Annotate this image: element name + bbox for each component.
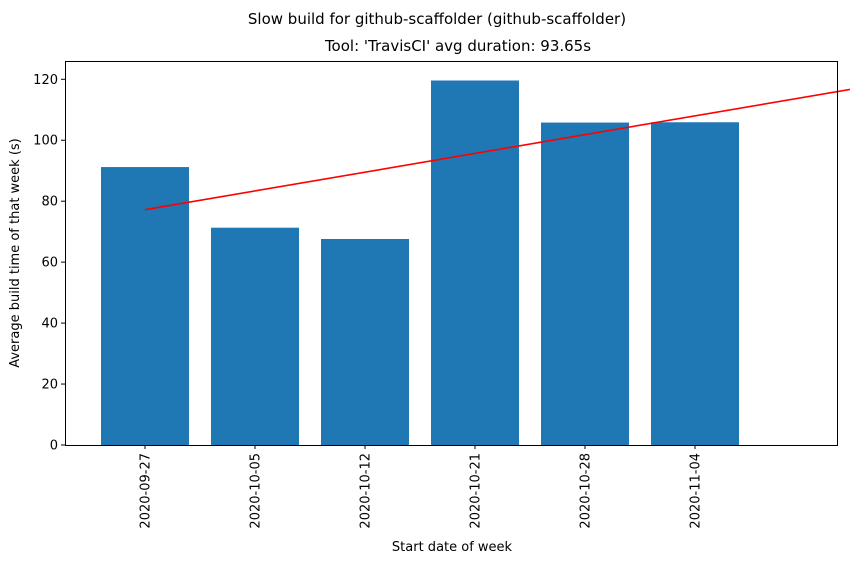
bar-2020-11-04	[651, 122, 739, 445]
y-axis: 0 20 40 60 80 100 120	[33, 73, 65, 454]
x-tick-label: 2020-10-05	[249, 453, 264, 529]
bars	[101, 80, 739, 446]
x-tick-label: 2020-09-27	[139, 453, 154, 529]
bar-2020-10-28	[541, 122, 629, 446]
chart-subtitle: Tool: 'TravisCI' avg duration: 93.65s	[324, 37, 591, 55]
x-tick-label: 2020-10-21	[469, 453, 484, 529]
y-tick-label: 40	[41, 317, 58, 332]
x-axis: 2020-09-27 2020-10-05 2020-10-12 2020-10-21…	[139, 445, 704, 529]
x-axis-label: Start date of week	[392, 540, 513, 555]
x-tick-label: 2020-11-04	[689, 453, 704, 529]
y-tick-label: 60	[41, 256, 58, 271]
y-axis-label: Average build time of that week (s)	[8, 138, 23, 368]
y-tick-label: 120	[33, 73, 58, 88]
bar-2020-10-12	[321, 238, 409, 445]
plot-frame	[65, 61, 838, 446]
x-tick-label: 2020-10-12	[359, 453, 374, 529]
bar-2020-10-05	[211, 227, 299, 445]
trend-line-group	[144, 88, 850, 211]
y-tick-label: 80	[41, 195, 58, 210]
y-tick-label: 20	[41, 378, 58, 393]
y-tick-label: 100	[33, 134, 58, 149]
bar-2020-09-27	[101, 167, 189, 446]
bar-2020-10-21	[431, 80, 519, 445]
x-tick-label: 2020-10-28	[579, 453, 594, 529]
chart-title: Slow build for github-scaffolder (github…	[248, 10, 626, 28]
y-tick-label: 0	[50, 439, 58, 454]
trend-line	[144, 88, 850, 211]
